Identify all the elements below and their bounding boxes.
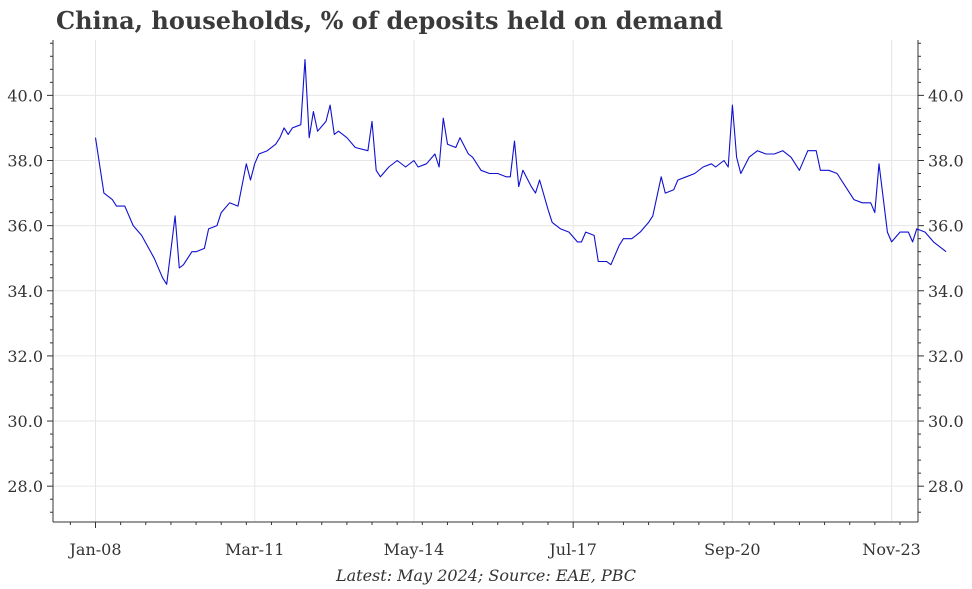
- x-tick-label: May-14: [384, 540, 445, 559]
- series-line: [94, 58, 947, 285]
- x-tick-label: Nov-23: [862, 540, 920, 559]
- axes: [47, 40, 924, 528]
- x-tick-label: Mar-11: [225, 540, 284, 559]
- y-tick-label-left: 40.0: [7, 86, 43, 105]
- y-tick-label-right: 34.0: [928, 282, 964, 301]
- y-tick-label-right: 40.0: [928, 86, 964, 105]
- y-tick-label-left: 34.0: [7, 282, 43, 301]
- y-tick-label-right: 36.0: [928, 217, 964, 236]
- y-tick-label-left: 30.0: [7, 412, 43, 431]
- chart-caption: Latest: May 2024; Source: EAE, PBC: [335, 566, 637, 585]
- y-tick-label-left: 32.0: [7, 347, 43, 366]
- y-tick-label-left: 28.0: [7, 477, 43, 496]
- y-tick-label-right: 28.0: [928, 477, 964, 496]
- series-layer: [94, 58, 947, 285]
- y-tick-label-left: 36.0: [7, 217, 43, 236]
- x-tick-label: Sep-20: [704, 540, 760, 559]
- y-tick-label-right: 32.0: [928, 347, 964, 366]
- y-tick-label-left: 38.0: [7, 152, 43, 171]
- y-tick-label-right: 38.0: [928, 152, 964, 171]
- grid-lines: [53, 40, 918, 522]
- x-tick-label: Jul-17: [547, 540, 597, 559]
- chart-title: China, households, % of deposits held on…: [56, 6, 723, 35]
- tick-labels: 28.0 28.0 30.0 30.0 32.0 32.0 34.0 34.0 36.0 36.0…: [7, 86, 963, 559]
- x-tick-label: Jan-08: [67, 540, 121, 559]
- y-tick-label-right: 30.0: [928, 412, 964, 431]
